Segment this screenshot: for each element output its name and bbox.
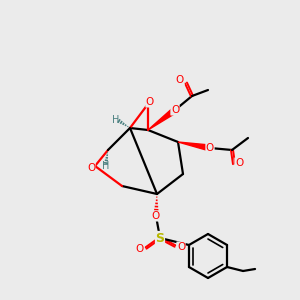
Text: O: O — [146, 97, 154, 107]
Text: O: O — [206, 143, 214, 153]
Text: O: O — [151, 211, 159, 221]
Text: O: O — [171, 105, 179, 115]
Polygon shape — [178, 142, 211, 151]
Text: H: H — [112, 115, 120, 125]
Text: S: S — [155, 232, 164, 244]
Text: O: O — [177, 242, 185, 252]
Text: O: O — [235, 158, 243, 168]
Text: H: H — [102, 161, 110, 171]
Text: O: O — [136, 244, 144, 254]
Polygon shape — [148, 108, 177, 130]
Text: O: O — [87, 163, 95, 173]
Text: O: O — [176, 75, 184, 85]
